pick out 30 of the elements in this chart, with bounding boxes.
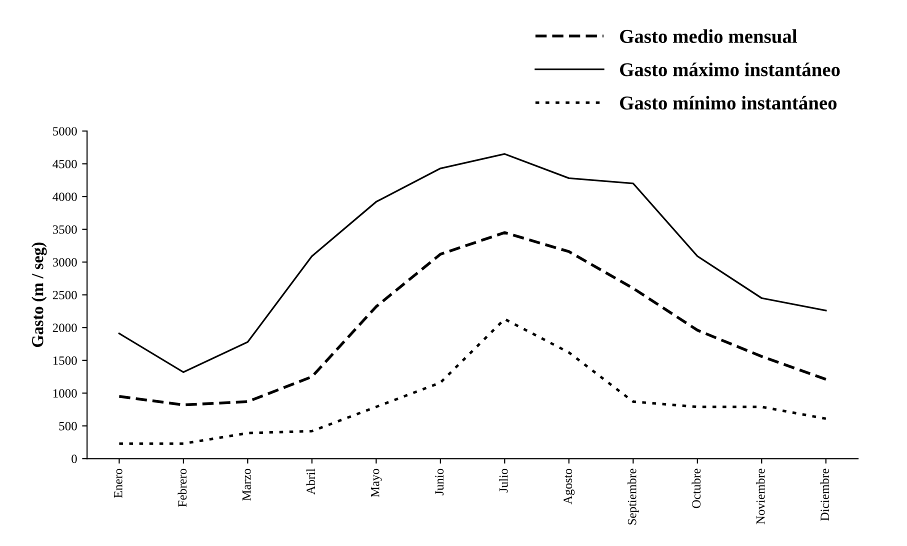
x-tick-label: Noviembre bbox=[756, 468, 765, 524]
x-tick-label: Mayo bbox=[370, 468, 382, 498]
y-tick-label: 4000 bbox=[52, 192, 77, 202]
line-series bbox=[118, 153, 827, 373]
legend-label: Gasto máximo instantáneo bbox=[620, 62, 840, 76]
y-tick-label: 1500 bbox=[53, 356, 77, 365]
y-tick-label: 0 bbox=[72, 454, 77, 464]
y-tick-label: 1000 bbox=[53, 389, 77, 398]
x-tick-label: Junio bbox=[435, 468, 444, 496]
x-tick-label: Marzo bbox=[242, 468, 251, 501]
y-tick-label: 4500 bbox=[52, 160, 77, 168]
x-tick-label: Septiembre bbox=[627, 468, 639, 524]
line-series bbox=[118, 318, 828, 445]
y-tick-label: 3500 bbox=[52, 225, 77, 234]
y-tick-label: 5000 bbox=[53, 127, 77, 136]
line-series bbox=[118, 231, 828, 406]
x-tick-label: Enero bbox=[114, 468, 122, 498]
legend-label: Gasto mínimo instantáneo bbox=[620, 96, 837, 110]
y-tick-label: 500 bbox=[59, 422, 77, 430]
x-tick-label: Agosto bbox=[564, 468, 575, 504]
x-tick-label: Octubre bbox=[692, 468, 701, 508]
x-tick-label: Julio bbox=[499, 468, 508, 492]
y-axis-title: Gasto (m / seg) bbox=[32, 242, 47, 348]
x-tick-label: Abril bbox=[306, 468, 316, 495]
y-tick-label: 2500 bbox=[52, 290, 77, 300]
y-tick-label: 3000 bbox=[52, 258, 77, 267]
x-tick-label: Diciembre bbox=[820, 468, 830, 521]
x-tick-label: Febrero bbox=[178, 468, 187, 507]
legend-label: Gasto medio mensual bbox=[620, 29, 797, 44]
y-tick-label: 2000 bbox=[52, 324, 77, 332]
